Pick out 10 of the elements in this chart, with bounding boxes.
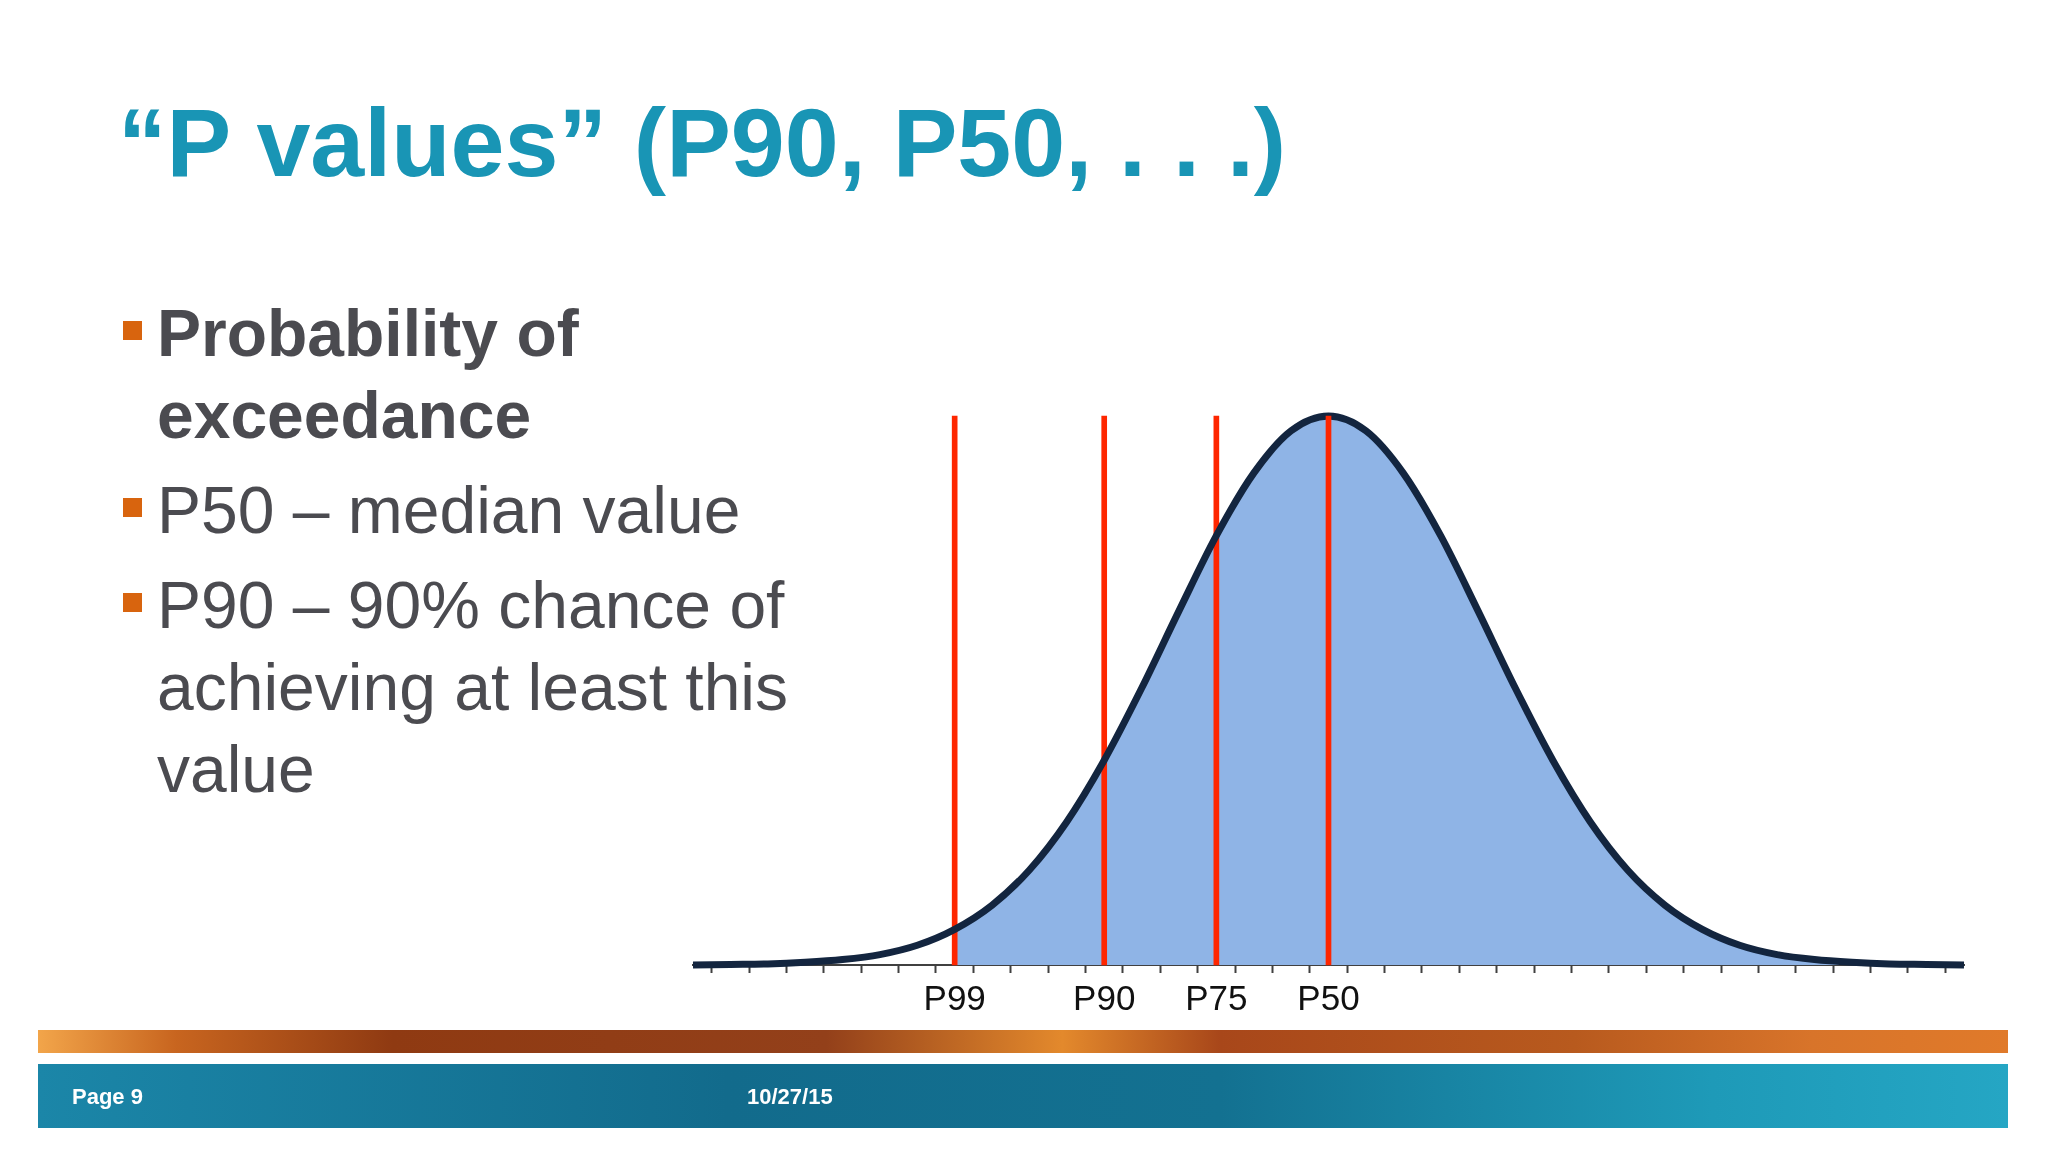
x-tick-label: P50	[1297, 977, 1360, 1017]
x-tick-label: P75	[1185, 977, 1248, 1017]
x-tick-label: P99	[923, 977, 986, 1017]
annotation: P90 – 90% chance of achieving at least this value	[157, 568, 789, 806]
text: Page 9	[72, 1084, 143, 1109]
x-tick-label: P90	[1073, 977, 1136, 1017]
chart-title: “P values” (P90, P50, . . .)	[118, 88, 1287, 197]
annotation: P50 – median value	[157, 473, 741, 547]
text: 10/27/15	[747, 1084, 833, 1109]
text: Probability of exceedance	[157, 296, 579, 452]
